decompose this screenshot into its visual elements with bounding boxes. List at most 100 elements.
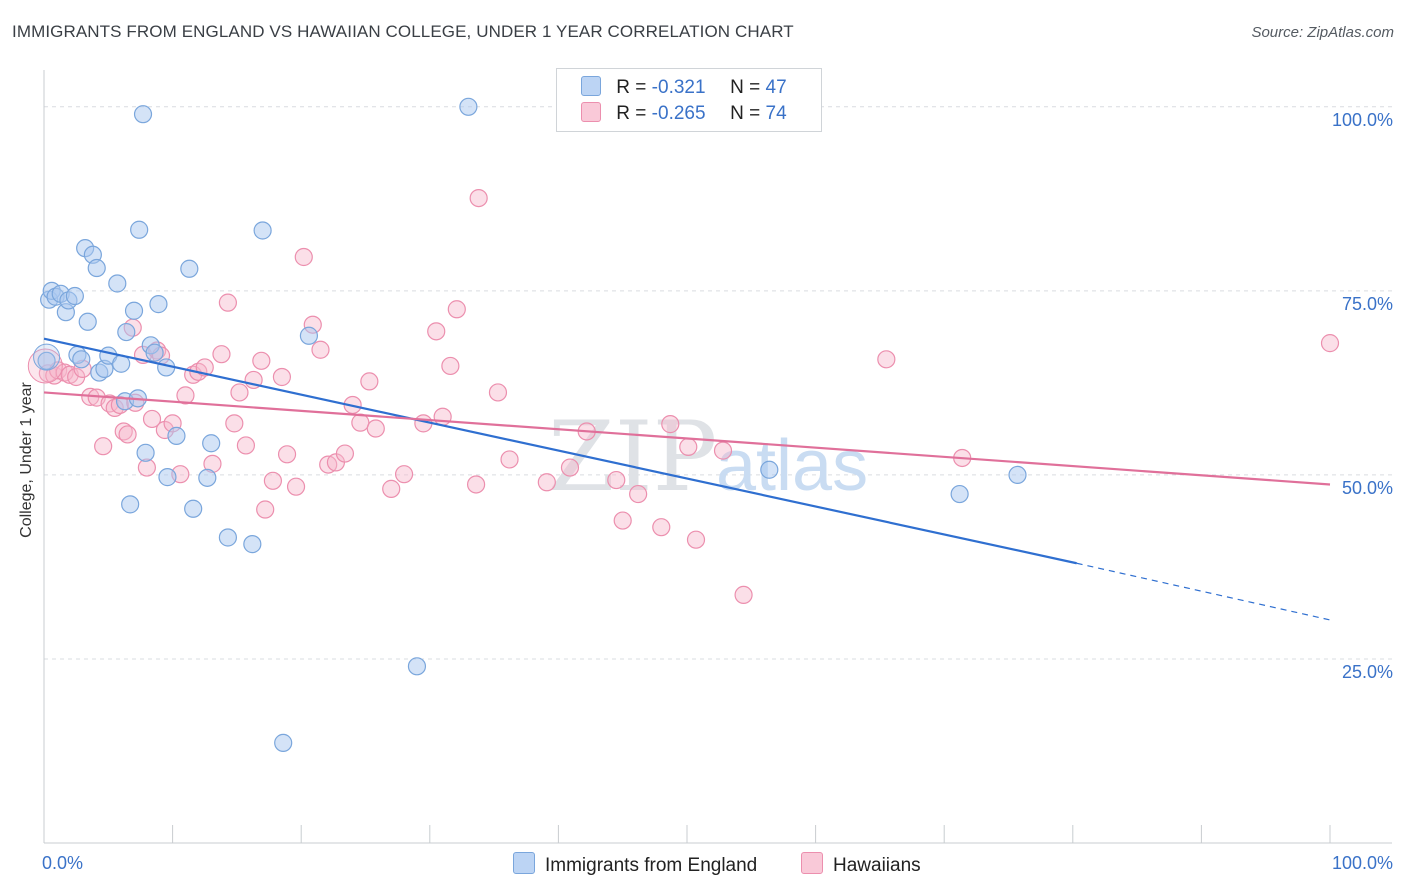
hawaiians-point (118, 425, 137, 444)
england-points (33, 97, 1027, 752)
england-point (37, 351, 56, 370)
england-point (459, 97, 478, 116)
hawaiians-point (142, 409, 162, 429)
hawaiians-point (713, 441, 733, 460)
hawaiians-point (212, 345, 231, 364)
england-swatch (581, 76, 601, 96)
hawaiians-point (230, 383, 249, 402)
axes (43, 70, 1392, 844)
england-trend-extension (1076, 562, 1331, 621)
r-value: -0.265 (651, 103, 706, 124)
x-tick-label: 100.0% (1332, 853, 1393, 873)
n-label: N = (730, 103, 761, 124)
watermark-atlas: atlas (716, 426, 868, 506)
england-point (202, 434, 221, 453)
legend-label: Hawaiians (833, 855, 921, 876)
england-swatch (513, 852, 535, 874)
hawaiians-point (613, 511, 632, 530)
hawaiians-point (652, 518, 671, 537)
england-point (124, 301, 144, 320)
trend-lines (43, 337, 1331, 621)
england-point (253, 221, 272, 240)
chart-title: IMMIGRANTS FROM ENGLAND VS HAWAIIAN COLL… (12, 22, 794, 41)
hawaiians-point (311, 340, 330, 359)
england-point (149, 295, 168, 314)
hawaiians-point (488, 383, 508, 402)
england-point (145, 343, 164, 362)
england-point (133, 105, 153, 124)
england-point (136, 443, 155, 462)
n-value: 47 (765, 77, 787, 98)
hawaiians-point (537, 473, 556, 492)
england-point (65, 286, 84, 306)
hawaiians-point (225, 414, 244, 433)
hawaiians-point (272, 367, 292, 387)
n-value: 74 (765, 103, 787, 124)
england-point (274, 733, 293, 752)
hawaiians-swatch (581, 102, 601, 122)
hawaiians-point (734, 585, 753, 605)
england-point (180, 259, 199, 278)
hawaiians-point (1320, 334, 1340, 353)
hawaiians-point (560, 458, 580, 477)
hawaiians-swatch (801, 852, 823, 874)
hawaiians-point (294, 247, 313, 267)
y-tick-label: 75.0% (1342, 294, 1393, 314)
grid-lines (44, 106, 1392, 660)
england-point (243, 535, 262, 554)
england-cluster-point (33, 343, 61, 371)
england-point (158, 468, 177, 487)
hawaiians-point (335, 444, 355, 463)
hawaiians-point (94, 437, 113, 456)
hawaiians-point (447, 300, 466, 319)
england-point (167, 426, 186, 445)
legend-item-england[interactable]: Immigrants from England (513, 852, 757, 877)
legend-item-hawaiians[interactable]: Hawaiians (801, 852, 921, 877)
hawaiians-point (382, 479, 401, 498)
hawaiians-point (469, 188, 488, 208)
tick-labels: 25.0% 50.0% 75.0% 100.0% 0.0% 100.0% (42, 110, 1393, 873)
r-value: -0.321 (651, 77, 706, 98)
england-point (950, 484, 969, 504)
hawaiians-point (877, 350, 896, 369)
england-point (407, 657, 427, 676)
hawaiians-point (466, 475, 486, 494)
hawaiians-point (629, 484, 648, 504)
r-label: R = (616, 103, 647, 124)
england-point (760, 460, 779, 479)
hawaiians-point (176, 386, 195, 405)
legend-row-hawaiians: R = -0.265 N = 74 (581, 102, 787, 126)
series-legend: Immigrants from England Hawaiians (0, 852, 1406, 878)
england-point (72, 350, 91, 369)
england-point (130, 220, 149, 239)
england-point (299, 326, 319, 345)
hawaiians-point (427, 322, 446, 341)
hawaiians-point (263, 471, 283, 490)
legend-label: Immigrants from England (545, 855, 758, 876)
hawaiians-point (661, 415, 680, 434)
hawaiians-point (366, 419, 385, 438)
hawaiians-point (218, 293, 237, 312)
hawaiians-point (236, 436, 256, 455)
england-trend-line (43, 337, 1077, 565)
hawaiians-point (441, 356, 460, 376)
y-tick-label: 25.0% (1342, 662, 1393, 682)
hawaiians-point (686, 530, 706, 549)
hawaiians-point (286, 477, 306, 496)
england-point (184, 499, 203, 518)
hawaiians-point (394, 465, 414, 484)
source-label: Source: ZipAtlas.com (1251, 24, 1394, 41)
correlation-legend: R = -0.321 N = 47 R = -0.265 N = 74 (556, 68, 822, 132)
hawaiians-point (256, 500, 275, 519)
r-label: R = (616, 77, 647, 98)
hawaiians-point (679, 437, 698, 457)
england-point (218, 528, 237, 547)
england-point (1008, 465, 1027, 485)
hawaiians-point (351, 413, 370, 432)
legend-row-england: R = -0.321 N = 47 (581, 76, 787, 100)
hawaiians-trend-line (43, 391, 1331, 486)
hawaiians-point (277, 445, 297, 464)
hawaiians-point (252, 351, 271, 370)
hawaiians-point (360, 372, 379, 391)
